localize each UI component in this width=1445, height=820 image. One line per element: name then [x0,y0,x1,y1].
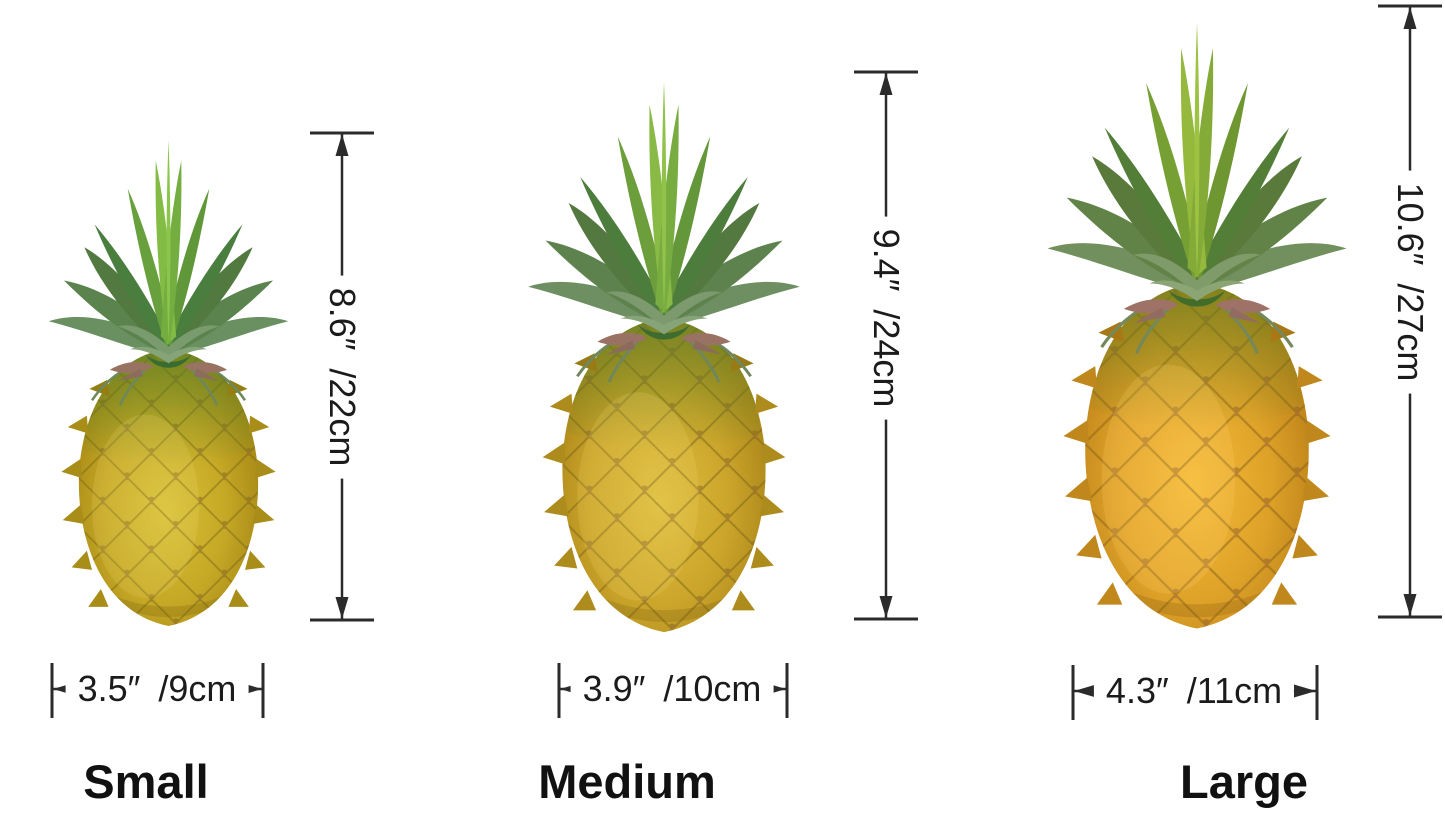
width-dimension-label-medium: 3.9″ /10cm [570,667,774,711]
pineapple-image-large [1022,10,1372,646]
size-label-small: Small [83,755,209,808]
pineapple-image-small [28,130,309,640]
height-dimension-label-medium: 9.4″ /24cm [864,216,908,420]
height-dimension-label-small: 8.6″ /22cm [320,275,364,479]
width-dimension-label-large: 4.3″ /11cm [1093,669,1295,713]
pineapple-image-medium [505,70,823,648]
size-label-large: Large [1180,755,1308,808]
width-dimension-label-small: 3.5″ /9cm [65,667,249,711]
size-label-medium: Medium [538,755,716,808]
height-dimension-label-large: 10.6″ /27cm [1388,170,1432,394]
